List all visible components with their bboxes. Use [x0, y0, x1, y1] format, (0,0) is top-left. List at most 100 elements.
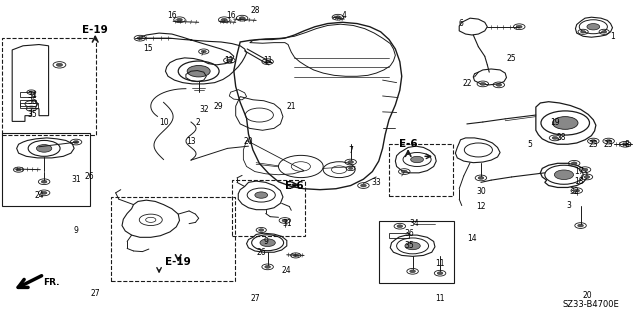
Circle shape [16, 168, 21, 171]
Text: 7: 7 [348, 146, 353, 155]
Text: 9: 9 [264, 237, 269, 246]
Bar [379, 221, 454, 283]
Text: 2: 2 [195, 117, 200, 127]
Circle shape [36, 145, 52, 152]
Text: 36: 36 [404, 229, 414, 238]
Text: 34: 34 [410, 219, 419, 228]
Circle shape [582, 168, 588, 171]
Circle shape [239, 17, 245, 19]
Circle shape [137, 37, 143, 40]
Circle shape [622, 143, 628, 146]
Text: E-19: E-19 [83, 25, 108, 35]
Text: 23: 23 [604, 140, 614, 149]
Circle shape [29, 91, 33, 93]
Circle shape [41, 180, 47, 183]
Bar [2, 133, 90, 205]
Circle shape [552, 117, 578, 129]
Text: 24: 24 [282, 265, 292, 275]
Text: 15: 15 [143, 44, 152, 54]
Text: 28: 28 [557, 133, 566, 142]
Circle shape [348, 167, 353, 169]
Text: 30: 30 [476, 187, 486, 197]
Text: 11: 11 [435, 259, 445, 268]
Text: 31: 31 [71, 175, 81, 184]
Circle shape [401, 170, 407, 173]
Bar [232, 180, 305, 236]
Text: 11: 11 [263, 56, 273, 65]
Text: 20: 20 [244, 137, 253, 145]
Text: 33: 33 [371, 178, 381, 187]
Text: 16: 16 [226, 11, 236, 20]
Text: 17: 17 [574, 167, 584, 176]
Text: 5: 5 [527, 140, 532, 149]
Circle shape [578, 224, 584, 227]
Text: 35: 35 [404, 241, 414, 250]
Circle shape [260, 239, 275, 247]
Text: 29: 29 [213, 102, 223, 111]
Circle shape [584, 175, 590, 178]
Circle shape [411, 156, 424, 163]
Text: 18: 18 [574, 177, 584, 186]
Text: 26: 26 [257, 248, 266, 257]
Text: 32: 32 [570, 187, 579, 197]
Text: 35: 35 [28, 110, 38, 119]
Bar [20, 92, 34, 97]
Text: 14: 14 [467, 234, 477, 243]
Circle shape [265, 60, 271, 63]
Text: 27: 27 [90, 289, 100, 298]
Circle shape [201, 50, 206, 53]
Text: 13: 13 [186, 137, 196, 145]
Text: 27: 27 [250, 294, 260, 303]
Text: 22: 22 [462, 79, 472, 88]
Circle shape [265, 265, 271, 268]
Text: 19: 19 [550, 117, 560, 127]
Text: 11: 11 [225, 56, 234, 65]
Circle shape [606, 140, 612, 143]
Circle shape [397, 225, 403, 228]
Circle shape [293, 254, 298, 257]
Circle shape [405, 242, 420, 250]
Circle shape [554, 170, 573, 180]
Circle shape [259, 229, 264, 231]
Text: 21: 21 [287, 102, 296, 111]
Circle shape [348, 160, 353, 163]
Circle shape [574, 189, 580, 192]
Circle shape [602, 31, 607, 33]
Text: SZ33-B4700E: SZ33-B4700E [562, 300, 619, 309]
Bar [389, 233, 410, 238]
Circle shape [552, 137, 558, 139]
Circle shape [410, 270, 415, 273]
Circle shape [282, 219, 288, 222]
Bar [389, 144, 453, 196]
Bar [20, 103, 38, 108]
Text: 3: 3 [566, 201, 572, 210]
Text: E-6: E-6 [399, 139, 417, 149]
Text: FR.: FR. [44, 278, 60, 287]
Circle shape [478, 176, 484, 179]
Text: 10: 10 [159, 117, 168, 127]
Circle shape [187, 65, 210, 77]
Circle shape [480, 83, 486, 85]
Text: 24: 24 [34, 190, 44, 200]
Text: 11: 11 [435, 294, 445, 303]
Text: 8: 8 [624, 140, 629, 149]
Text: 16: 16 [167, 11, 177, 20]
Circle shape [591, 140, 596, 143]
Circle shape [580, 31, 586, 33]
Circle shape [496, 84, 502, 86]
Text: 4: 4 [342, 11, 347, 20]
Bar [2, 38, 97, 135]
Text: E-19: E-19 [165, 257, 191, 267]
Text: E-6: E-6 [285, 181, 304, 190]
Circle shape [56, 63, 63, 66]
Text: 12: 12 [476, 202, 486, 211]
Text: 36: 36 [28, 97, 38, 106]
Bar [111, 197, 235, 281]
Circle shape [587, 24, 600, 30]
Circle shape [360, 184, 366, 187]
Circle shape [227, 59, 232, 62]
Text: 1: 1 [610, 32, 615, 41]
Circle shape [177, 18, 182, 21]
Circle shape [41, 191, 47, 194]
Circle shape [255, 192, 268, 198]
